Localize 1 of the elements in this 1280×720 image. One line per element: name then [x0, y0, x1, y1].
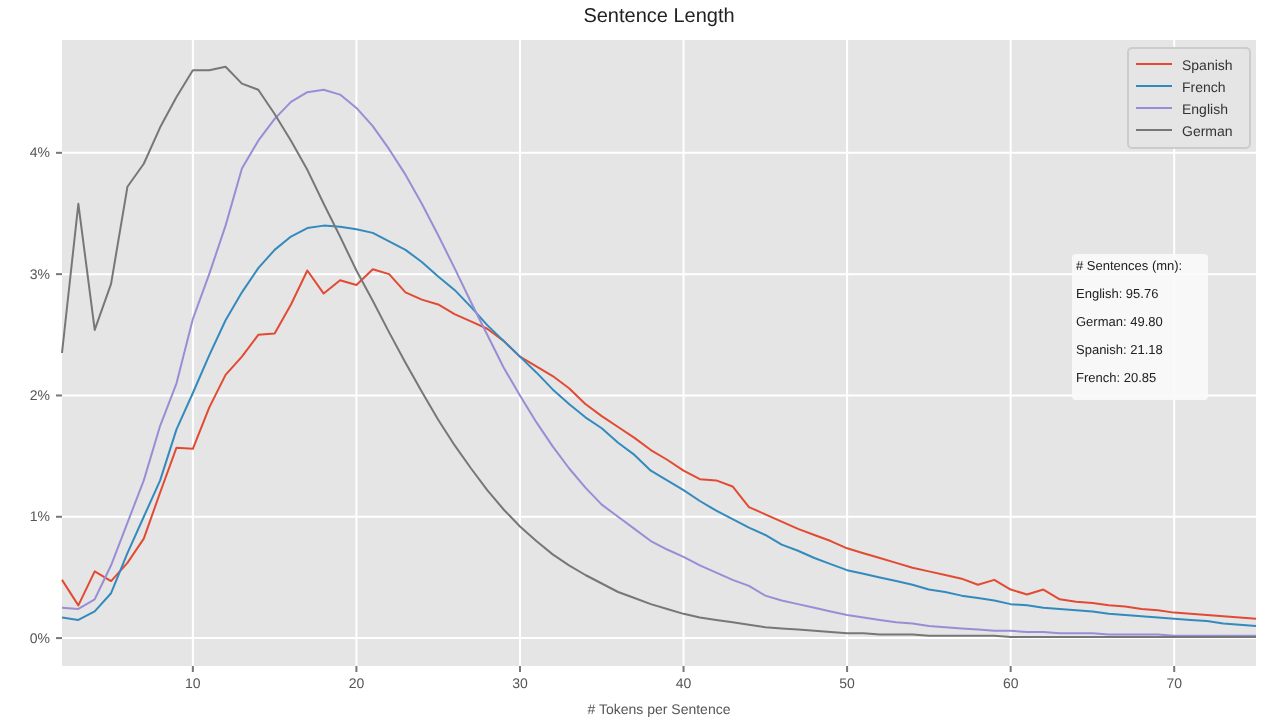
chart-title: Sentence Length: [583, 6, 735, 28]
